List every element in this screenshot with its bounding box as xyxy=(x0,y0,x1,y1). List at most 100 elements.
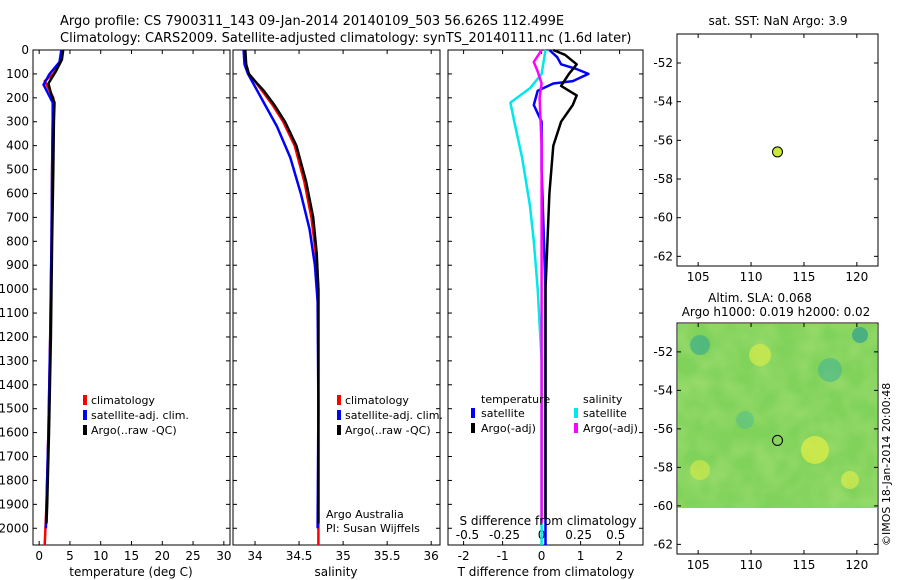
x-tick-label: 30 xyxy=(216,549,231,563)
title-line-2: Climatology: CARS2009. Satellite-adjuste… xyxy=(60,31,632,46)
x-tick-label: 1 xyxy=(577,549,585,563)
x-tick-label: 20 xyxy=(155,549,170,563)
y-tick-label: -54 xyxy=(653,95,673,109)
series-temperature-satellite xyxy=(532,49,590,545)
x-tick-label: 115 xyxy=(792,270,815,284)
y-tick-label: -58 xyxy=(653,172,673,186)
top-tick-label: -0.5 xyxy=(456,528,479,542)
y-tick-label: 1300 xyxy=(0,354,29,368)
diff-xlabel-bottom: T difference from climatology xyxy=(457,565,635,579)
y-tick-label: 800 xyxy=(6,234,29,248)
x-tick-label: 35.5 xyxy=(374,549,401,563)
credit-line-2: PI: Susan Wijffels xyxy=(326,522,420,535)
y-tick-label: -60 xyxy=(653,211,673,225)
x-tick-label: -1 xyxy=(497,549,509,563)
sal-legend-satellite: satellite-adj. clim. xyxy=(345,409,443,422)
y-tick-label: 1500 xyxy=(0,402,29,416)
imos-stamp: ©IMOS 18-Jan-2014 20:00:48 xyxy=(880,383,893,546)
y-tick-label: -58 xyxy=(653,460,673,474)
y-tick-label: 1000 xyxy=(0,282,29,296)
y-tick-label: -60 xyxy=(653,499,673,513)
temp-legend-argo: Argo(..raw -QC) xyxy=(91,424,177,437)
temperature-axes xyxy=(32,49,231,546)
sla-title-2: Argo h1000: 0.019 h2000: 0.02 xyxy=(682,305,871,319)
y-tick-label: 100 xyxy=(6,67,29,81)
y-tick-label: 1100 xyxy=(0,306,29,320)
chart-0: 0 5 10 15 20 25 300100200300400500600700800900… xyxy=(0,43,231,563)
temp-xlabel: temperature (deg C) xyxy=(69,565,192,579)
diff-legend-temperature: temperature xyxy=(481,393,550,406)
chart-3: 105 110 115 120 -52 -54 -56 -58 -60 -62 xyxy=(653,34,878,284)
diff-legend-s-argo: Argo(-adj) xyxy=(583,422,638,435)
x-tick-label: 115 xyxy=(792,558,815,572)
x-tick-label: 0 xyxy=(538,549,546,563)
x-tick-label: 110 xyxy=(740,558,763,572)
y-tick-label: -62 xyxy=(653,249,673,263)
salinity-legend: climatology satellite-adj. clim. Argo(..… xyxy=(326,394,443,535)
sal-legend-climatology: climatology xyxy=(345,394,409,407)
x-tick-label: 120 xyxy=(845,558,868,572)
x-tick-label: -2 xyxy=(458,549,470,563)
y-tick-label: 1600 xyxy=(0,426,29,440)
salinity-axes xyxy=(232,49,441,546)
y-tick-label: 300 xyxy=(6,115,29,129)
series-argo-raw-qc- xyxy=(45,49,65,524)
diff-legend-t-argo: Argo(-adj) xyxy=(481,422,536,435)
y-tick-label: -62 xyxy=(653,537,673,551)
series-temperature-argo-adj- xyxy=(544,48,578,519)
y-tick-label: -52 xyxy=(653,56,673,70)
chart-2: -2 -1 0 1 2-0.5 -0.25 0 0.25 0.5 xyxy=(448,48,643,563)
y-tick-label: 500 xyxy=(6,163,29,177)
y-tick-label: -52 xyxy=(653,345,673,359)
top-tick-label: 0.25 xyxy=(565,528,592,542)
x-tick-label: 0 xyxy=(35,549,43,563)
x-tick-label: 15 xyxy=(124,549,139,563)
y-tick-label: 2000 xyxy=(0,521,29,535)
diff-legend-s-satellite: satellite xyxy=(583,407,627,420)
y-tick-label: 400 xyxy=(6,139,29,153)
y-tick-label: 1400 xyxy=(0,378,29,392)
sla-title-1: Altim. SLA: 0.068 xyxy=(708,291,812,305)
y-tick-label: 600 xyxy=(6,186,29,200)
temp-legend-climatology: climatology xyxy=(91,394,155,407)
x-tick-label: 10 xyxy=(93,549,108,563)
x-tick-label: 105 xyxy=(687,270,710,284)
chart-4: 105 110 115 120 -52 -54 -56 -58 -60 -62 xyxy=(653,323,878,572)
x-tick-label: 105 xyxy=(687,558,710,572)
x-tick-label: 25 xyxy=(185,549,200,563)
y-tick-label: 1900 xyxy=(0,497,29,511)
difference-legend: temperature salinity satellite Argo(-adj… xyxy=(471,393,638,435)
diff-legend-t-satellite: satellite xyxy=(481,407,525,420)
series-climatology xyxy=(243,49,320,545)
x-tick-label: 36 xyxy=(424,549,439,563)
y-tick-label: 700 xyxy=(6,210,29,224)
sst-title: sat. SST: NaN Argo: 3.9 xyxy=(709,14,848,28)
sal-xlabel: salinity xyxy=(314,565,357,579)
x-tick-label: 2 xyxy=(616,549,624,563)
y-tick-label: 200 xyxy=(6,91,29,105)
temperature-legend: climatology satellite-adj. clim. Argo(..… xyxy=(83,394,189,437)
x-tick-label: 34.5 xyxy=(286,549,313,563)
x-tick-label: 5 xyxy=(66,549,74,563)
credit-line-1: Argo Australia xyxy=(326,508,404,521)
sst-map-axes xyxy=(676,33,879,267)
series-salinity-argo-adj- xyxy=(532,49,543,524)
y-tick-label: 1700 xyxy=(0,450,29,464)
diff-xlabel-top: S difference from climatology xyxy=(460,514,637,528)
top-tick-label: -0.25 xyxy=(489,528,520,542)
y-tick-label: -56 xyxy=(653,422,673,436)
x-tick-label: 120 xyxy=(845,270,868,284)
sla-heatmap xyxy=(678,324,877,508)
chart-1: 34 34.5 35 35.5 36 xyxy=(233,49,440,563)
diff-legend-salinity: salinity xyxy=(583,393,623,406)
y-tick-label: 0 xyxy=(21,43,29,57)
y-tick-label: -54 xyxy=(653,383,673,397)
x-tick-label: 35 xyxy=(335,549,350,563)
x-tick-label: 110 xyxy=(740,270,763,284)
argo-location-marker xyxy=(772,146,783,158)
sla-map-axes xyxy=(676,322,879,555)
sal-legend-argo: Argo(..raw -QC) xyxy=(345,424,431,437)
x-tick-label: 34 xyxy=(247,549,262,563)
y-tick-label: -56 xyxy=(653,133,673,147)
